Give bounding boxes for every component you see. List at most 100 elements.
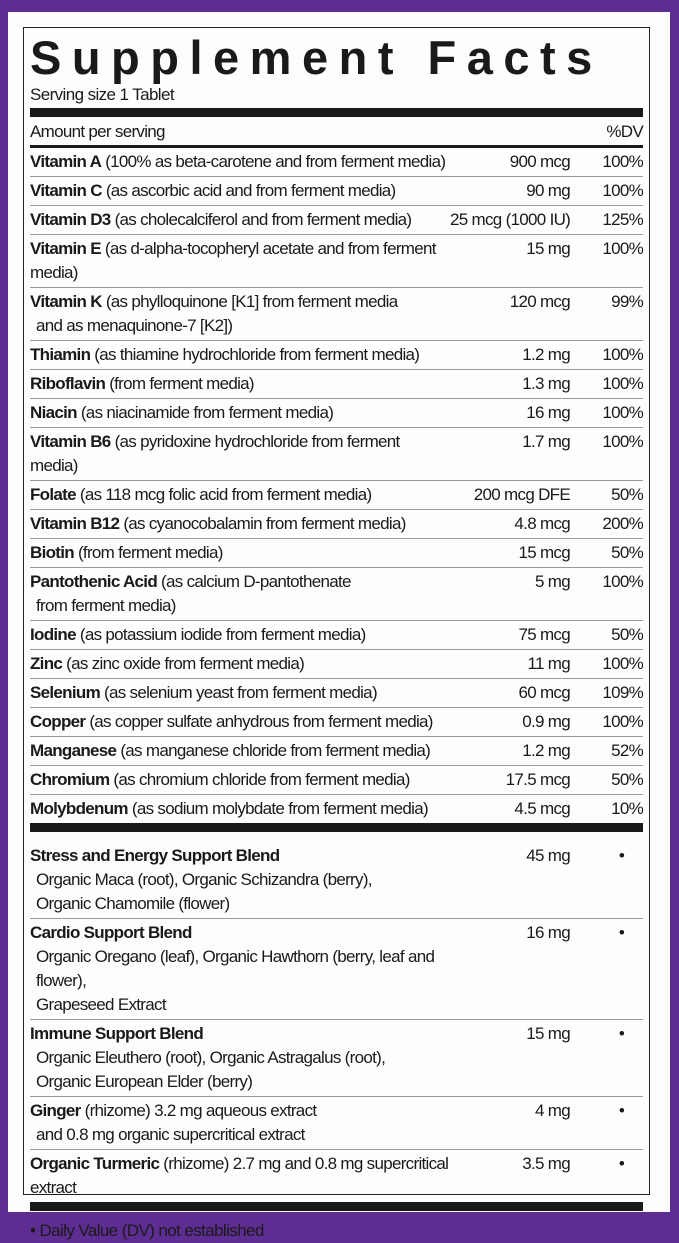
blend-amount: 45 mg bbox=[526, 846, 570, 865]
nutrient-dv: 100% bbox=[602, 181, 643, 200]
nutrient-row: Vitamin D3 (as cholecalciferol and from … bbox=[30, 206, 644, 235]
nutrient-dv: 100% bbox=[602, 345, 643, 364]
nutrient-description: Vitamin E (as d-alpha-tocopheryl acetate… bbox=[30, 237, 450, 285]
nutrient-description: Manganese (as manganese chloride from fe… bbox=[30, 739, 450, 763]
divider-thick bbox=[30, 1202, 643, 1211]
nutrient-name: Vitamin B6 bbox=[30, 432, 111, 451]
nutrient-name: Vitamin B12 bbox=[30, 514, 120, 533]
nutrient-row: Biotin (from ferment media) 15 mcg 50% bbox=[30, 539, 644, 568]
nutrient-dv: 200% bbox=[602, 514, 643, 533]
nutrient-source-continued: and as menaquinone-7 [K2]) bbox=[36, 316, 233, 335]
blend-ingredients: Organic European Elder (berry) bbox=[36, 1072, 253, 1091]
nutrient-amount: 75 mcg bbox=[518, 625, 570, 644]
nutrient-source: (as manganese chloride from ferment medi… bbox=[116, 741, 431, 760]
nutrient-row: Thiamin (as thiamine hydrochloride from … bbox=[30, 341, 644, 370]
nutrient-source: (as ascorbic acid and from ferment media… bbox=[101, 181, 396, 200]
blend-row: Ginger (rhizome) 3.2 mg aqueous extract a… bbox=[30, 1097, 643, 1150]
blend-dv: • bbox=[618, 1101, 625, 1120]
nutrient-amount: 0.9 mg bbox=[522, 712, 570, 731]
label-panel: Supplement Facts Serving size 1 Tablet A… bbox=[8, 12, 670, 1240]
amount-header: Amount per serving bbox=[30, 122, 166, 141]
blend-name: Immune Support Blend bbox=[30, 1024, 204, 1043]
blend-name: Ginger bbox=[30, 1101, 81, 1120]
blend-detail: (rhizome) 3.2 mg aqueous extract bbox=[80, 1101, 317, 1120]
nutrient-source: (as phylloquinone [K1] from ferment medi… bbox=[101, 292, 398, 311]
nutrient-description: Molybdenum (as sodium molybdate from fer… bbox=[30, 797, 450, 821]
nutrient-name: Vitamin C bbox=[30, 181, 102, 200]
blend-row: Stress and Energy Support Blend Organic M… bbox=[30, 832, 643, 919]
nutrient-row: Vitamin B6 (as pyridoxine hydrochloride … bbox=[30, 428, 644, 481]
nutrient-description: Iodine (as potassium iodide from ferment… bbox=[30, 623, 450, 647]
nutrient-amount: 90 mg bbox=[526, 181, 570, 200]
blend-ingredients: Grapeseed Extract bbox=[36, 995, 167, 1014]
nutrient-dv: 50% bbox=[611, 485, 644, 504]
nutrient-description: Vitamin D3 (as cholecalciferol and from … bbox=[30, 208, 450, 232]
nutrient-row: Zinc (as zinc oxide from ferment media) 1… bbox=[30, 650, 644, 679]
blend-description: Ginger (rhizome) 3.2 mg aqueous extract a… bbox=[30, 1099, 450, 1147]
nutrient-name: Biotin bbox=[30, 543, 75, 562]
nutrient-source: (as selenium yeast from ferment media) bbox=[99, 683, 378, 702]
nutrient-description: Vitamin A (100% as beta-carotene and fro… bbox=[30, 150, 450, 174]
nutrient-row: Selenium (as selenium yeast from ferment… bbox=[30, 679, 644, 708]
blend-amount: 16 mg bbox=[526, 923, 570, 942]
nutrient-amount: 1.3 mg bbox=[522, 374, 570, 393]
nutrient-source: (as copper sulfate anhydrous from fermen… bbox=[85, 712, 433, 731]
nutrient-row: Molybdenum (as sodium molybdate from fer… bbox=[30, 795, 644, 823]
nutrient-dv: 109% bbox=[602, 683, 643, 702]
blend-name: Stress and Energy Support Blend bbox=[30, 846, 280, 865]
nutrient-description: Riboflavin (from ferment media) bbox=[30, 372, 450, 396]
blend-ingredients: Organic Maca (root), Organic Schizandra … bbox=[36, 870, 373, 889]
blend-ingredients: Organic Eleuthero (root), Organic Astrag… bbox=[36, 1048, 386, 1067]
nutrient-row: Riboflavin (from ferment media) 1.3 mg 100… bbox=[30, 370, 644, 399]
nutrient-source: (as pyridoxine hydrochloride from fermen… bbox=[30, 432, 400, 475]
nutrient-dv: 100% bbox=[602, 152, 643, 171]
title: Supplement Facts bbox=[30, 31, 603, 84]
nutrient-source: (from ferment media) bbox=[105, 374, 254, 393]
blend-description: Immune Support Blend Organic Eleuthero (r… bbox=[30, 1022, 450, 1094]
footnote: • Daily Value (DV) not established bbox=[30, 1221, 264, 1240]
nutrient-amount: 60 mcg bbox=[518, 683, 570, 702]
nutrient-dv: 100% bbox=[602, 654, 643, 673]
nutrient-source: (as zinc oxide from ferment media) bbox=[62, 654, 305, 673]
nutrient-description: Selenium (as selenium yeast from ferment… bbox=[30, 681, 450, 705]
divider-thick bbox=[30, 823, 643, 832]
nutrient-amount: 15 mg bbox=[526, 239, 570, 258]
nutrient-dv: 50% bbox=[611, 543, 644, 562]
nutrient-row: Pantothenic Acid (as calcium D-pantothen… bbox=[30, 568, 644, 621]
blend-name: Cardio Support Blend bbox=[30, 923, 192, 942]
nutrient-amount: 200 mcg DFE bbox=[473, 485, 571, 504]
nutrient-source: (as cholecalciferol and from ferment med… bbox=[110, 210, 413, 229]
nutrient-amount: 25 mcg (1000 IU) bbox=[450, 210, 571, 229]
nutrient-row: Niacin (as niacinamide from ferment medi… bbox=[30, 399, 644, 428]
dv-header: %DV bbox=[606, 122, 643, 141]
blend-amount: 15 mg bbox=[526, 1024, 570, 1043]
nutrient-source: (as chromium chloride from ferment media… bbox=[109, 770, 410, 789]
nutrient-name: Vitamin E bbox=[30, 239, 102, 258]
nutrient-name: Niacin bbox=[30, 403, 78, 422]
nutrient-amount: 11 mg bbox=[527, 654, 571, 673]
nutrient-list: Vitamin A (100% as beta-carotene and fro… bbox=[30, 148, 644, 823]
blend-row: Immune Support Blend Organic Eleuthero (r… bbox=[30, 1020, 643, 1097]
nutrient-description: Niacin (as niacinamide from ferment medi… bbox=[30, 401, 450, 425]
nutrient-dv: 100% bbox=[602, 374, 643, 393]
nutrient-dv: 100% bbox=[602, 572, 643, 591]
nutrient-name: Vitamin A bbox=[30, 152, 102, 171]
table-header: Amount per serving %DV bbox=[30, 117, 644, 145]
nutrient-source: (as d-alpha-tocopheryl acetate and from … bbox=[30, 239, 436, 282]
nutrient-name: Vitamin D3 bbox=[30, 210, 111, 229]
nutrient-dv: 50% bbox=[611, 770, 644, 789]
nutrient-dv: 99% bbox=[611, 292, 644, 311]
nutrient-description: Biotin (from ferment media) bbox=[30, 541, 450, 565]
nutrient-description: Vitamin C (as ascorbic acid and from fer… bbox=[30, 179, 450, 203]
blend-dv: • bbox=[618, 1024, 625, 1043]
blend-dv: • bbox=[618, 846, 625, 865]
nutrient-row: Iodine (as potassium iodide from ferment… bbox=[30, 621, 644, 650]
nutrient-dv: 50% bbox=[611, 625, 644, 644]
blend-name: Organic Turmeric bbox=[30, 1154, 160, 1173]
nutrient-row: Manganese (as manganese chloride from fe… bbox=[30, 737, 644, 766]
nutrient-name: Manganese bbox=[30, 741, 117, 760]
nutrient-row: Vitamin C (as ascorbic acid and from fer… bbox=[30, 177, 644, 206]
nutrient-row: Copper (as copper sulfate anhydrous from… bbox=[30, 708, 644, 737]
nutrient-amount: 1.2 mg bbox=[522, 741, 570, 760]
nutrient-name: Selenium bbox=[30, 683, 101, 702]
